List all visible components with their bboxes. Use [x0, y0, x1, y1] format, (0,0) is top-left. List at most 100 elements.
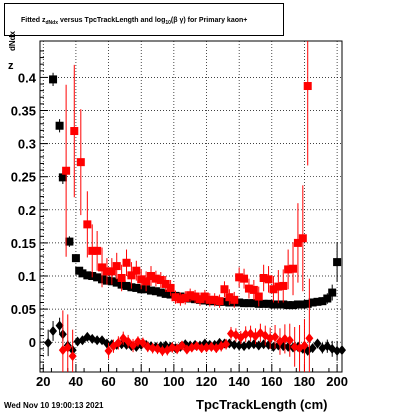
x-tick-label: 40: [69, 374, 83, 389]
data-point-square: [176, 295, 185, 304]
x-tick-label: 60: [101, 374, 115, 389]
data-point-square: [289, 301, 298, 310]
data-point-square: [284, 301, 293, 310]
data-point-diamond: [58, 345, 67, 356]
data-point-diamond: [333, 345, 342, 356]
x-axis-label: TpcTrackLength (cm): [196, 397, 328, 412]
data-point-square: [58, 173, 67, 182]
data-point-diamond: [158, 345, 167, 356]
data-point-diamond: [241, 329, 250, 340]
x-tick-label: 200: [326, 374, 348, 389]
data-point-square: [122, 281, 131, 290]
data-point-square: [274, 282, 283, 291]
data-point-square: [274, 300, 283, 309]
data-point-square: [151, 274, 160, 283]
data-point-square: [235, 298, 244, 307]
data-point-diamond: [230, 339, 239, 350]
data-point-diamond: [55, 320, 64, 331]
data-point-square: [55, 121, 64, 130]
data-point-square: [65, 237, 74, 246]
data-point-square: [132, 266, 141, 275]
data-point-square: [308, 298, 317, 307]
data-point-square: [137, 275, 146, 284]
y-tick-label: 0.2: [18, 203, 36, 218]
data-point-square: [264, 299, 273, 308]
data-point-square: [220, 297, 229, 306]
x-tick-label: 140: [228, 374, 250, 389]
data-point-diamond: [285, 335, 294, 346]
data-point-square: [127, 271, 136, 280]
data-point-diamond: [93, 335, 102, 346]
data-point-square: [191, 292, 200, 301]
data-point-square: [328, 288, 337, 297]
data-point-diamond: [44, 337, 53, 348]
data-point-square: [240, 274, 249, 283]
data-point-square: [161, 279, 170, 288]
data-point-square: [225, 293, 234, 302]
data-point-diamond: [202, 342, 211, 353]
timestamp: Wed Nov 10 19:00:13 2021: [4, 401, 104, 410]
data-point-square: [205, 295, 214, 304]
title-log-sub: 10: [165, 20, 171, 26]
title-lead: Fitted z: [21, 17, 46, 24]
data-point-square: [269, 300, 278, 309]
data-point-diamond: [129, 340, 138, 351]
y-tick-label: 0.4: [18, 70, 37, 85]
data-point-square: [122, 258, 131, 267]
data-point-square: [298, 300, 307, 309]
data-point-square: [269, 285, 278, 294]
data-point-square: [230, 295, 239, 304]
data-point-square: [298, 234, 307, 243]
data-point-diamond: [104, 345, 113, 356]
data-point-square: [93, 273, 102, 282]
data-point-diamond: [338, 345, 346, 356]
data-point-square: [161, 289, 170, 298]
data-point-square: [112, 262, 121, 271]
x-tick-label: 180: [294, 374, 316, 389]
data-point-square: [235, 273, 244, 282]
x-tick-label: 160: [261, 374, 283, 389]
x-tick-label: 100: [163, 374, 185, 389]
data-point-square: [117, 273, 126, 282]
data-point-square: [181, 293, 190, 302]
y-tick-label: 0.1: [18, 269, 36, 284]
data-point-diamond: [197, 343, 206, 354]
data-point-diamond: [178, 340, 187, 351]
data-point-square: [259, 299, 268, 308]
data-point-square: [78, 269, 87, 278]
data-point-square: [76, 158, 85, 167]
data-point-square: [244, 284, 253, 293]
data-point-square: [98, 263, 107, 272]
data-point-diamond: [313, 338, 322, 349]
data-point-diamond: [300, 340, 309, 351]
y-axis-label-main: z: [8, 60, 14, 72]
x-tick-label: 80: [134, 374, 148, 389]
data-point-square: [303, 82, 312, 91]
data-point-square: [186, 291, 195, 300]
x-tick-label: 20: [36, 374, 50, 389]
plot-frame: [39, 40, 343, 373]
data-point-square: [156, 288, 165, 297]
data-point-square: [166, 283, 175, 292]
x-tick-label: 120: [196, 374, 218, 389]
data-point-square: [289, 264, 298, 273]
data-point-square: [107, 267, 116, 276]
data-point-square: [83, 271, 92, 280]
title-tail: (β γ) for Primary kaon+: [170, 17, 248, 24]
data-point-square: [249, 299, 258, 308]
data-point-square: [112, 278, 121, 287]
data-point-square: [147, 272, 156, 281]
y-tick-label: 0.35: [11, 104, 36, 119]
data-point-diamond: [308, 343, 317, 354]
data-point-square: [62, 166, 71, 175]
data-point-square: [142, 277, 151, 286]
y-tick-label: 0.3: [18, 137, 36, 152]
data-point-square: [284, 265, 293, 274]
data-point-square: [254, 292, 263, 301]
y-tick-label: 0.05: [11, 302, 36, 317]
data-point-square: [318, 297, 327, 306]
data-point-square: [93, 246, 102, 255]
data-point-diamond: [271, 331, 280, 342]
data-point-square: [156, 275, 165, 284]
